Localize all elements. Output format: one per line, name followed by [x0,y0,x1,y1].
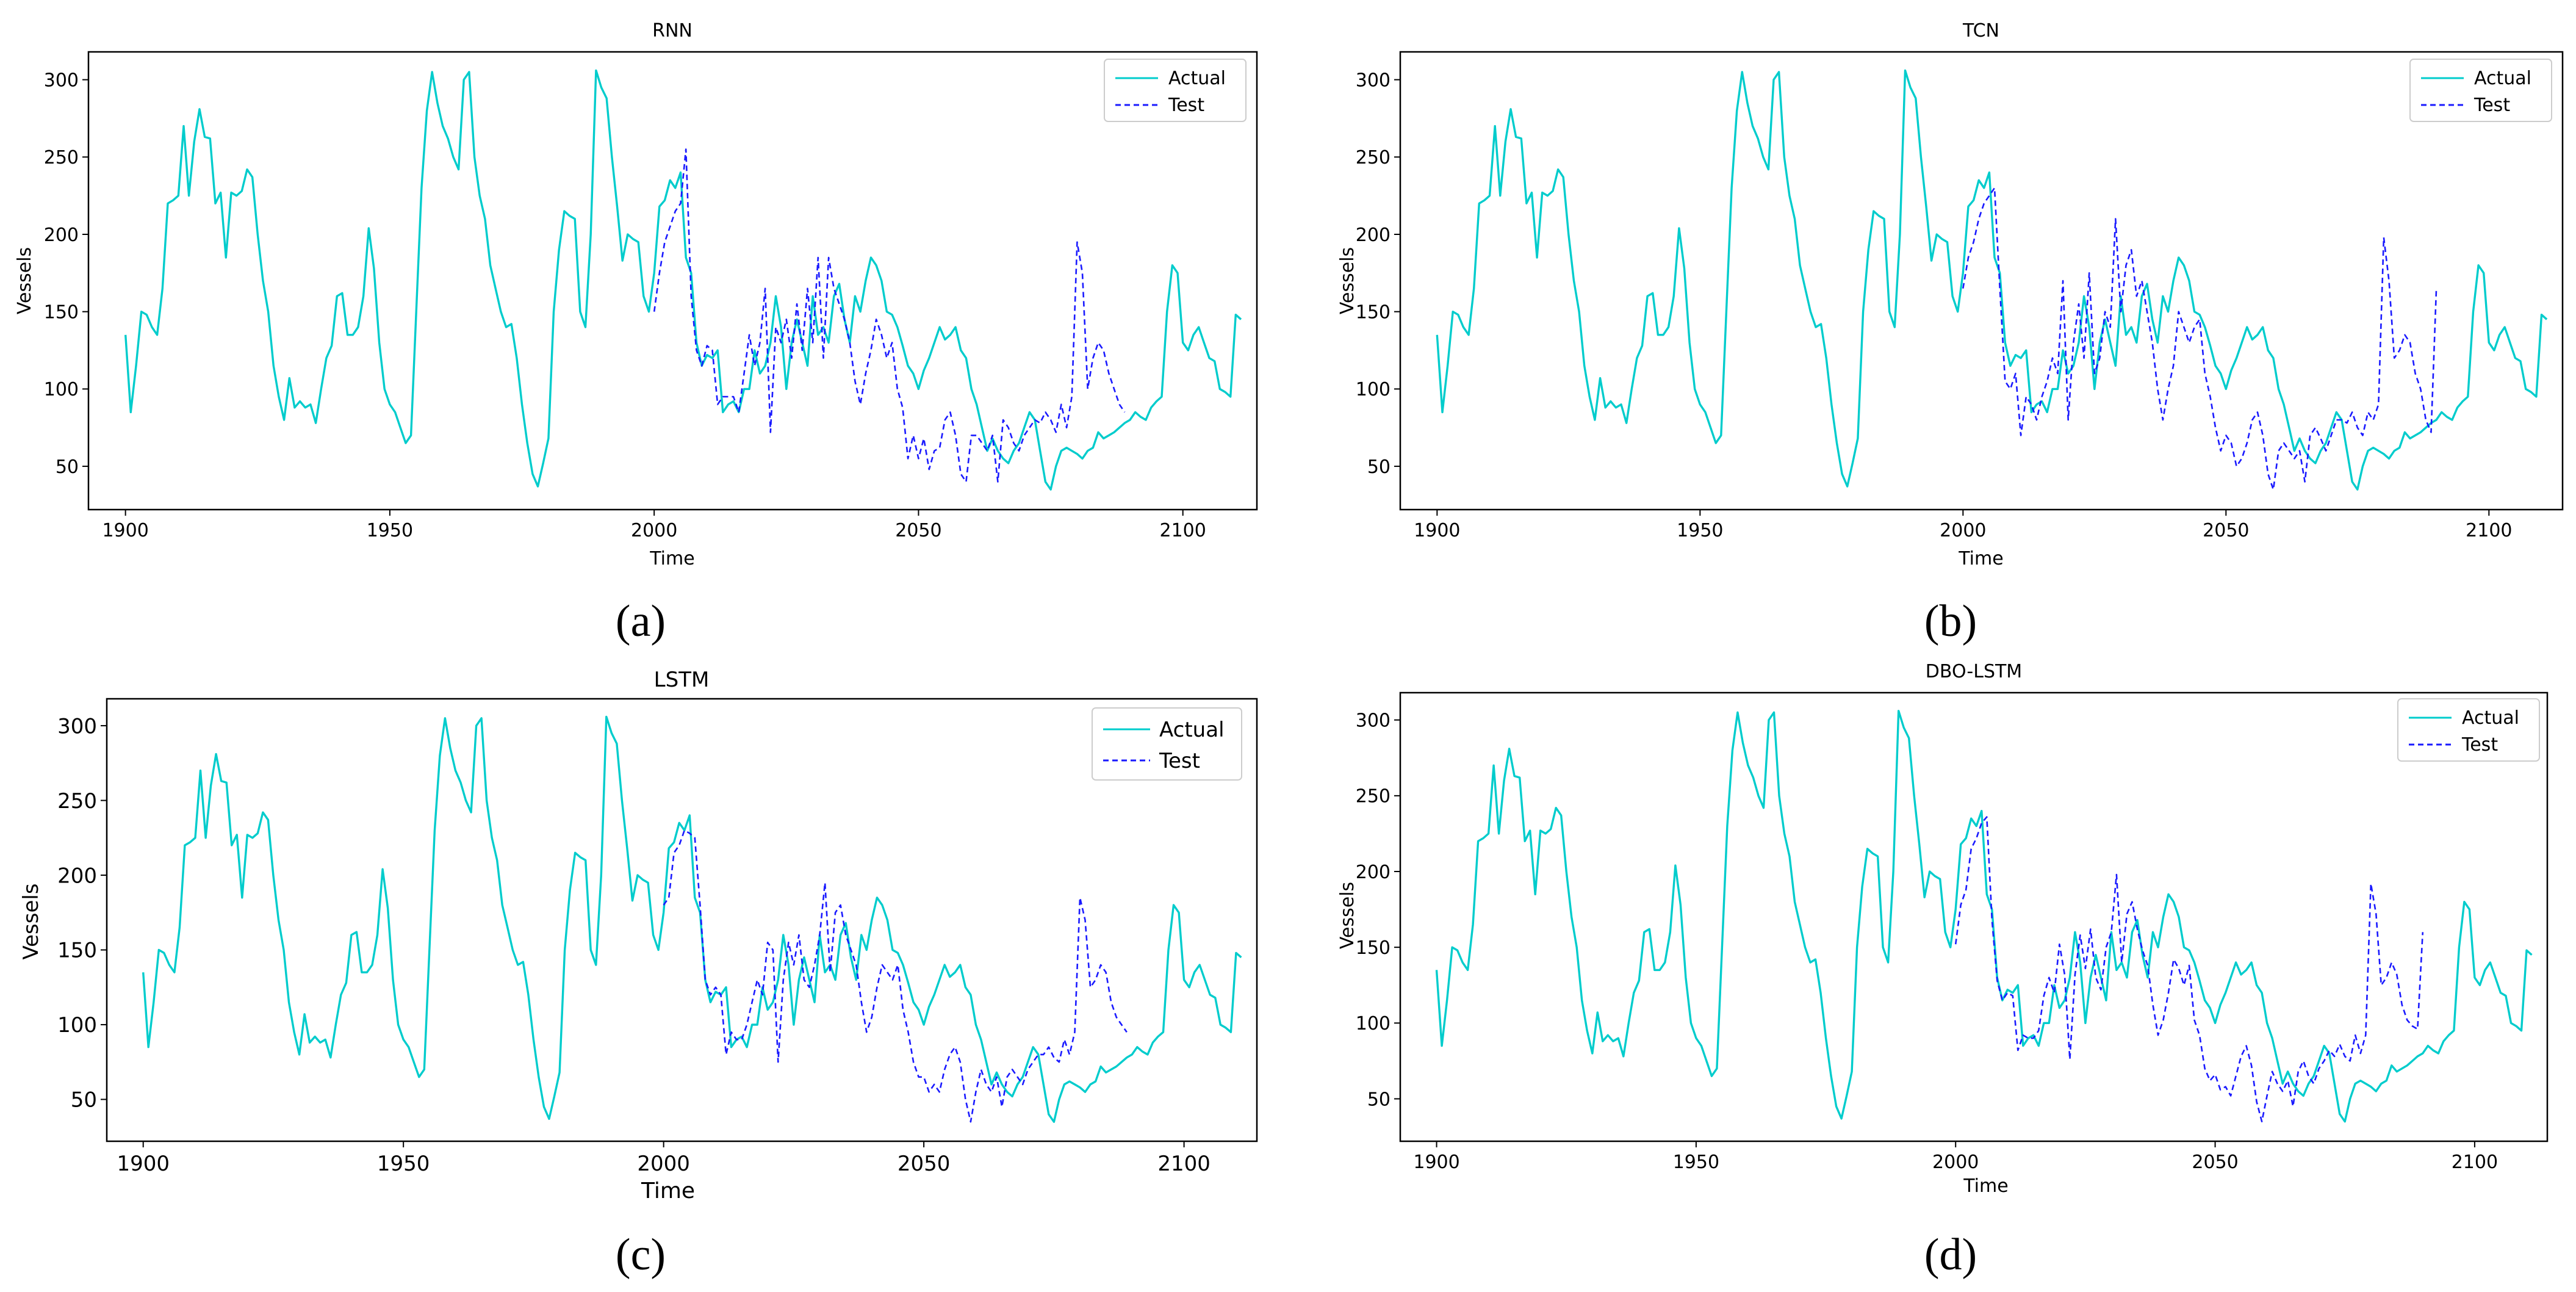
x-axis-label: Time [1958,548,2003,569]
y-tick-label: 250 [1356,786,1391,807]
x-tick-label: 2050 [2192,1152,2238,1173]
legend-actual-label: Actual [2462,707,2519,729]
x-tick-label: 2100 [2452,1152,2498,1173]
y-tick-label: 100 [1356,1013,1391,1034]
y-tick-label: 150 [1356,301,1391,323]
panel-dbo-lstm: DBO-LSTM 1900 1950 2000 2050 2100 50 100 150 200… [1337,661,2549,1280]
legend: Actual Test [2397,698,2540,762]
chart-title: LSTM [654,668,710,692]
x-tick-label: 2050 [898,1152,951,1176]
y-axis-label: Vessels [1337,247,1358,314]
y-tick-label: 250 [1356,147,1391,168]
x-tick-label: 2000 [1932,1152,1979,1173]
series-actual-line [124,69,1242,491]
legend-actual-label: Actual [1159,718,1225,742]
y-tick-label: 200 [44,225,79,246]
y-tick-label: 100 [44,379,79,400]
y-tick-label: 150 [57,939,97,963]
y-tick-label: 150 [1356,937,1391,959]
panel-caption: (d) [1924,1230,1977,1280]
chart-title: RNN [652,20,693,42]
x-axis-label: Time [649,548,694,569]
x-tick-label: 1900 [102,520,148,541]
panel-tcn: TCN 1900 1950 2000 2050 2100 50 100 150 200 250 30… [1337,20,2564,646]
x-tick-label: 2100 [2466,520,2512,541]
plot-frame [106,698,1258,1142]
x-tick-label: 2000 [1940,520,1986,541]
legend-test-label: Test [2461,734,2498,756]
x-tick-label: 2050 [895,520,941,541]
x-tick-label: 1900 [1414,520,1460,541]
y-tick-label: 100 [1356,379,1391,400]
x-tick-label: 2050 [2203,520,2249,541]
y-axis-label: Vessels [14,247,35,314]
series-test-line [653,148,1126,483]
panel-caption: (a) [616,596,666,646]
plot-frame [1399,691,2549,1142]
series-test-line [663,829,1128,1123]
y-tick-label: 200 [57,864,97,888]
y-tick-label: 300 [57,714,97,738]
legend-box [1104,59,1247,122]
series-actual-line [142,715,1242,1123]
legend: Actual Test [2409,59,2552,122]
legend-box [1092,707,1242,781]
y-tick-label: 100 [57,1013,97,1038]
y-tick-label: 200 [1356,225,1391,246]
plot-frame [1399,51,2564,511]
panel-caption: (b) [1924,596,1977,646]
panel-lstm: LSTM 1900 1950 2000 2050 2100 50 100 150 200 250 3… [19,668,1258,1280]
legend: Actual Test [1092,707,1242,781]
panel-rnn: RNN 1900 1950 2000 2050 2100 50 100 150 200 250 30… [14,20,1258,646]
y-tick-label: 50 [56,457,79,478]
x-tick-label: 1950 [1673,1152,1719,1173]
legend-test-label: Test [2473,95,2510,116]
series-test-line [1962,187,2437,491]
y-tick-label: 300 [44,70,79,91]
y-tick-label: 300 [1356,70,1391,91]
plot-frame [87,51,1258,511]
x-tick-label: 2000 [631,520,677,541]
legend-box [2397,698,2540,762]
legend-test-label: Test [1168,95,1204,116]
x-tick-label: 1950 [1677,520,1723,541]
y-tick-label: 250 [57,789,97,814]
series-test-line [1954,816,2424,1122]
legend-actual-label: Actual [1168,68,1226,89]
x-axis-label: Time [641,1178,695,1204]
y-tick-label: 200 [1356,862,1391,883]
y-axis-label: Vessels [1337,882,1358,949]
x-tick-label: 2100 [1160,520,1206,541]
y-tick-label: 250 [44,147,79,168]
y-tick-label: 50 [1367,457,1391,478]
chart-title: DBO-LSTM [1926,661,2022,682]
series-actual-line [1435,710,2533,1123]
x-axis-label: Time [1963,1175,2008,1197]
legend-actual-label: Actual [2474,68,2531,89]
chart-title: TCN [1962,20,1999,42]
x-tick-label: 2000 [637,1152,690,1176]
y-tick-label: 50 [1367,1089,1391,1110]
legend-box [2409,59,2552,122]
x-tick-label: 1900 [117,1152,170,1176]
y-axis-label: Vessels [19,883,43,959]
panel-caption: (c) [616,1230,666,1280]
y-tick-label: 150 [44,301,79,323]
y-tick-label: 300 [1356,710,1391,731]
x-tick-label: 1950 [367,520,413,541]
x-tick-label: 2100 [1157,1152,1211,1176]
legend-test-label: Test [1159,749,1200,773]
x-tick-label: 1900 [1413,1152,1459,1173]
y-tick-label: 50 [71,1088,97,1113]
legend: Actual Test [1104,59,1247,122]
series-actual-line [1436,69,2548,491]
x-tick-label: 1950 [377,1152,430,1176]
